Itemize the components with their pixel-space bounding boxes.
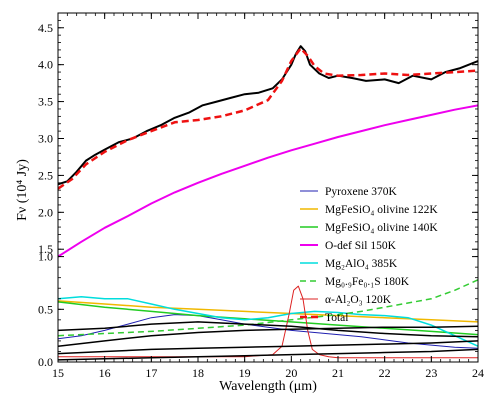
x-tick-label: 15: [52, 366, 64, 380]
legend-label: Total: [325, 312, 348, 324]
series-line-mgfesio-olivine-140k: [58, 301, 478, 336]
y-tick-label: 4.5: [38, 21, 53, 35]
legend: Pyroxene 370K MgFeSiO₄ olivine 122K MgFeSi…: [300, 186, 438, 324]
legend-label: MgFeSiO₄ olivine 122K: [325, 204, 438, 216]
legend-label: MgFeSiO₄ olivine 140K: [325, 222, 438, 234]
series-line-observed: [58, 45, 478, 186]
tick-layer: 15 16 17 18 19 20 21 22 23 24 0.0 0.5 1.01.5 2.0 2.5 3.…: [38, 13, 484, 380]
x-tick-label: 22: [379, 366, 391, 380]
series-line-component-9: [58, 325, 478, 347]
series-line-component-10: [58, 340, 478, 355]
plot-frame: [57, 12, 479, 363]
y-tick-label: 3.0: [38, 131, 53, 145]
x-tick-label: 18: [192, 366, 204, 380]
legend-label: α-Al₂O₃ 120K: [325, 294, 392, 306]
y-tick-label: 1.0: [38, 250, 53, 264]
y-axis-label: Fν (10⁴ Jy): [15, 159, 30, 221]
series-line-mg-alo-385k: [58, 295, 478, 347]
legend-label: Mg₀.₉Fe₀.₁S 180K: [325, 276, 410, 288]
series-line-component-12: [58, 348, 478, 361]
series-line-component-11: [58, 321, 478, 338]
y-tick-label: 2.5: [38, 168, 53, 182]
x-axis-label: Wavelength (μm): [219, 379, 317, 394]
series-line-mgfesio-olivine-122k: [58, 300, 478, 323]
y-tick-label: 0.0: [38, 355, 53, 369]
x-tick-label: 16: [99, 366, 111, 380]
legend-label: Pyroxene 370K: [325, 186, 398, 198]
y-tick-label: 4.0: [38, 58, 53, 72]
y-tick-label: 0.5: [38, 302, 53, 316]
y-tick-label: 1.5: [38, 242, 53, 256]
x-tick-label: 23: [425, 366, 437, 380]
x-tick-label: 20: [285, 366, 297, 380]
x-tick-label: 17: [145, 366, 157, 380]
x-tick-label: 19: [239, 366, 251, 380]
x-tick-label: 24: [472, 366, 484, 380]
series-line-o-def-sil-150k: [58, 104, 478, 258]
y-tick-label: 3.5: [38, 95, 53, 109]
legend-label: O-def Sil 150K: [325, 240, 397, 252]
series-line-mg-fe-s-180k: [58, 279, 478, 337]
x-tick-label: 21: [332, 366, 344, 380]
legend-label: Mg₂AlO₄ 385K: [325, 258, 398, 270]
series-line-total: [58, 47, 478, 190]
series-layer: [58, 45, 478, 361]
y-tick-label: 2.0: [38, 205, 53, 219]
